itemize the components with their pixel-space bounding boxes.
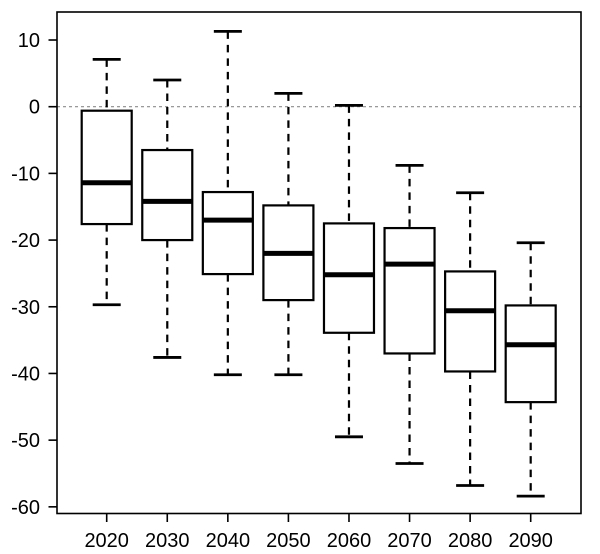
x-axis-tick-label: 2030 bbox=[145, 530, 190, 552]
iqr-box-2080 bbox=[444, 270, 497, 373]
y-axis-tick-label: -60 bbox=[11, 497, 40, 519]
x-axis-tick-label: 2060 bbox=[327, 530, 372, 552]
y-axis-tick-label: 10 bbox=[18, 30, 40, 52]
iqr-box-2090 bbox=[504, 304, 557, 404]
plot-frame bbox=[56, 11, 582, 515]
iqr-box-2030 bbox=[141, 148, 194, 242]
x-axis-tick-label: 2090 bbox=[508, 530, 553, 552]
x-axis-tick-label: 2050 bbox=[266, 530, 311, 552]
iqr-box-2060 bbox=[322, 222, 376, 334]
y-axis-tick-label: -20 bbox=[11, 230, 40, 252]
y-axis-tick-label: -40 bbox=[11, 363, 40, 385]
iqr-box-2070 bbox=[383, 226, 436, 355]
x-axis-tick-label: 2080 bbox=[448, 530, 493, 552]
x-axis-tick-label: 2020 bbox=[84, 530, 129, 552]
y-axis-tick-label: 0 bbox=[29, 97, 40, 119]
iqr-box-2020 bbox=[80, 109, 133, 226]
y-axis-tick-label: -30 bbox=[11, 297, 40, 319]
y-axis-tick-label: -10 bbox=[11, 163, 40, 185]
x-axis-tick-label: 2040 bbox=[206, 530, 251, 552]
y-axis-tick-label: -50 bbox=[11, 430, 40, 452]
iqr-box-2040 bbox=[201, 190, 254, 276]
x-axis-tick-label: 2070 bbox=[387, 530, 432, 552]
